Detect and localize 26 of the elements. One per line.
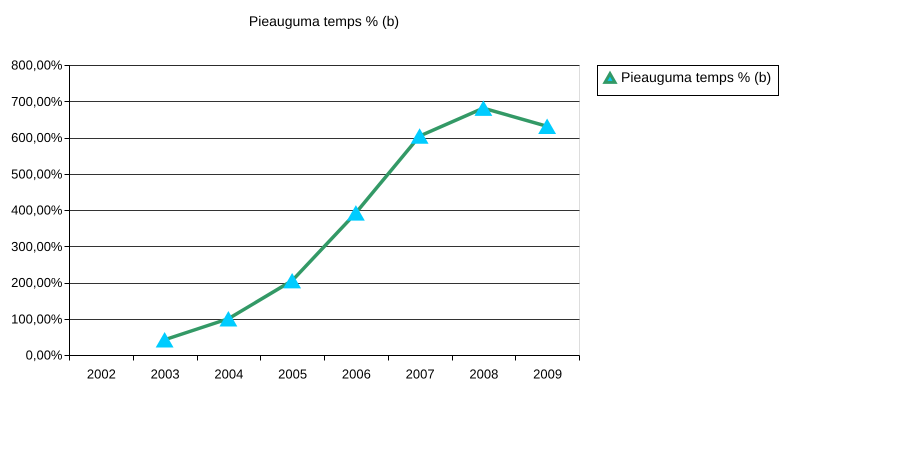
y-tick-label: 400,00% (11, 202, 63, 218)
x-tick-label: 2002 (86, 366, 116, 382)
y-tick-label: 700,00% (11, 94, 63, 109)
point (156, 332, 174, 348)
chart-title: Pieauguma temps % (b) (248, 13, 400, 29)
y-tick-label: 300,00% (11, 238, 63, 254)
legend-label: Pieauguma temps % (b) (621, 69, 772, 85)
x-tick-label: 2009 (533, 366, 562, 382)
point (283, 272, 302, 288)
point (410, 128, 429, 144)
point (474, 100, 492, 116)
point (219, 311, 238, 326)
x-tick-label: 2005 (278, 366, 308, 382)
x-tick-label: 2007 (406, 366, 435, 382)
y-tick-label: 0,00% (26, 348, 63, 362)
y-tick-label: 800,00% (11, 58, 63, 72)
point (346, 205, 365, 221)
x-tick-label: 2004 (214, 366, 244, 382)
x-tick-label: 2006 (342, 366, 371, 382)
y-tick-label: 200,00% (11, 275, 63, 290)
y-tick-label: 500,00% (11, 166, 63, 182)
y-tick-label: 600,00% (11, 130, 63, 145)
point (538, 118, 556, 134)
x-tick-label: 2008 (469, 366, 498, 382)
x-tick-label: 2003 (150, 366, 180, 382)
y-tick-label: 100,00% (11, 311, 63, 326)
